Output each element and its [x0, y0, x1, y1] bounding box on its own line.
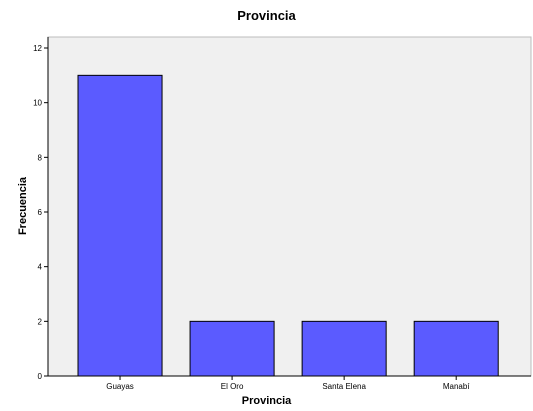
x-tick-label: Guayas [106, 382, 134, 391]
y-tick-label: 6 [38, 208, 43, 217]
bar-guayas [77, 74, 163, 377]
x-axis-label: Provincia [241, 395, 292, 407]
x-tick-label: Santa Elena [322, 382, 366, 391]
y-tick-label: 2 [38, 317, 43, 326]
bar-santa-elena [301, 320, 387, 377]
bar-el-oro [189, 320, 275, 377]
y-tick-label: 0 [38, 372, 43, 381]
y-tick-label: 4 [38, 263, 43, 272]
x-tick-label: El Oro [221, 382, 244, 391]
chart-title: Provincia [237, 8, 296, 23]
x-tick-label: Manabí [443, 382, 470, 391]
y-tick-label: 12 [33, 44, 42, 53]
x-axis: Guayas El Oro Santa Elena Manabí [48, 375, 531, 391]
bars [77, 74, 499, 377]
y-tick-label: 8 [38, 153, 43, 162]
y-axis: 0 2 4 6 8 10 12 [33, 37, 49, 381]
y-tick-label: 10 [33, 99, 42, 108]
bar-manabí [413, 320, 499, 377]
